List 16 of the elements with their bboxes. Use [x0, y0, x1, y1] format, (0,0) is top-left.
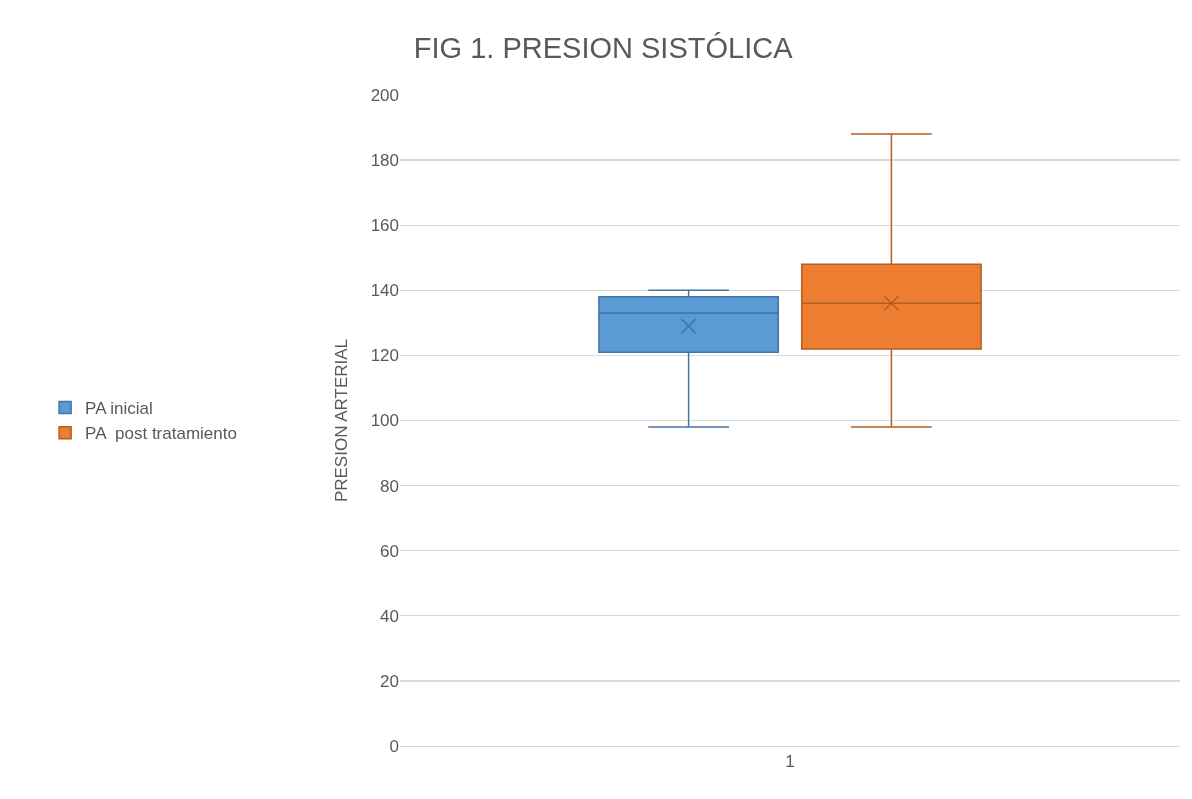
x-tick-label: 1 — [785, 752, 795, 772]
y-tick-label: 100 — [370, 411, 399, 431]
chart-title: FIG 1. PRESION SISTÓLICA — [413, 32, 794, 65]
y-tick-label: 160 — [370, 216, 399, 236]
y-tick-label: 40 — [380, 606, 399, 626]
y-tick-label: 200 — [370, 85, 399, 105]
y-tick-label: 80 — [380, 476, 399, 496]
y-tick-label: 0 — [389, 736, 399, 756]
y-tick-label: 180 — [370, 151, 399, 171]
y-axis-title: PRESION ARTERIAL — [332, 338, 352, 503]
legend-label: PA inicial — [85, 399, 153, 419]
y-tick-label: 20 — [380, 671, 399, 691]
y-tick-label: 60 — [380, 541, 399, 561]
y-tick-label: 140 — [370, 281, 399, 301]
legend-label: PA post tratamiento — [85, 424, 237, 444]
y-tick-label: 120 — [370, 346, 399, 366]
